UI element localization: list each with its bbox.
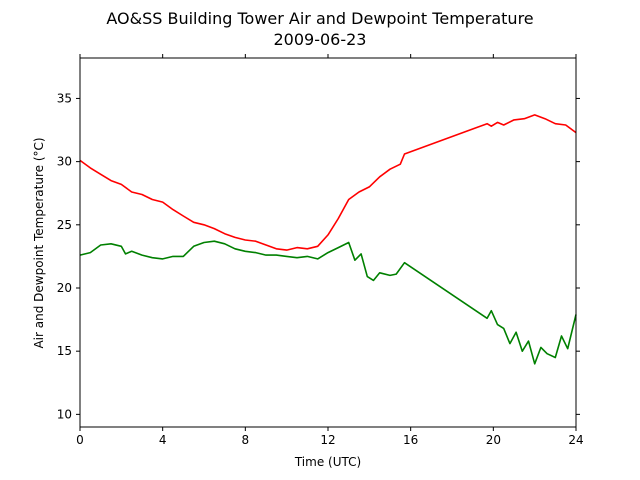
x-tick-label: 8 [242,433,250,447]
y-tick-label: 15 [57,344,72,358]
plot-frame [79,57,577,428]
x-axis-label: Time (UTC) [294,455,361,469]
x-tick-label: 24 [568,433,583,447]
x-tick-label: 4 [159,433,167,447]
series-line-1 [79,240,577,365]
y-tick-label: 10 [57,407,72,421]
series-layer [79,114,577,365]
x-tick-label: 12 [320,433,335,447]
series-line-0 [79,114,577,251]
x-tick-label: 16 [403,433,418,447]
y-tick-label: 35 [57,91,72,105]
y-tick-label: 30 [57,155,72,169]
y-tick-label: 25 [57,218,72,232]
x-tick-label: 20 [486,433,501,447]
ticks-layer: 0 4 8 12 16 20 24 10 15 20 25 30 35 [57,54,584,447]
chart-subtitle: 2009-06-23 [274,30,367,49]
x-tick-label: 0 [76,433,84,447]
y-tick-label: 20 [57,281,72,295]
chart-title: AO&SS Building Tower Air and Dewpoint Te… [106,9,533,28]
y-axis-label: Air and Dewpoint Temperature (°C) [32,137,46,348]
